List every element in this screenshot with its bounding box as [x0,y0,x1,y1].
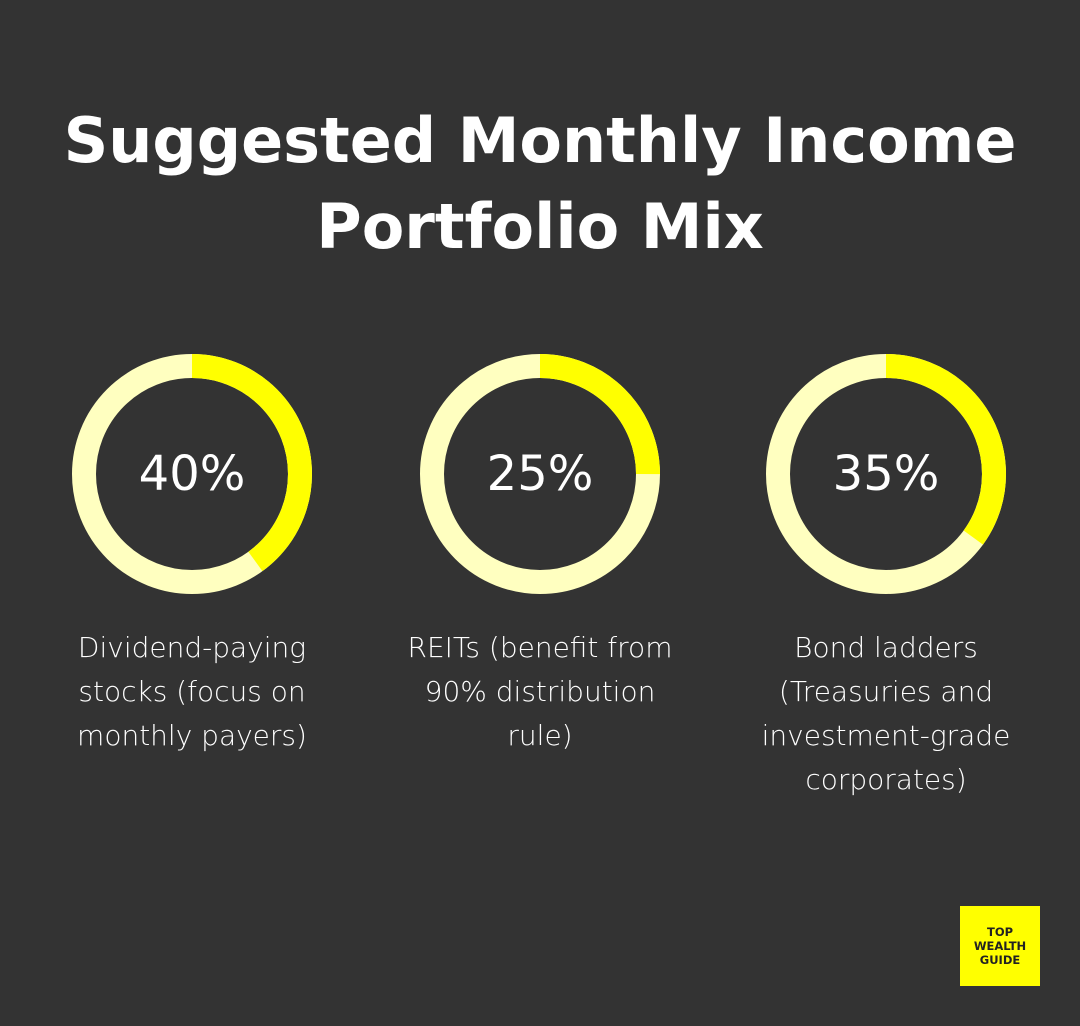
page-title: Suggested Monthly Income Portfolio Mix [0,98,1080,270]
logo-line-1: TOP [986,925,1014,939]
title-line-1: Suggested Monthly Income [63,104,1017,177]
donut-ring-reits [420,354,660,594]
logo-line-3: GUIDE [979,953,1021,967]
percent-value: 25% [486,446,594,502]
allocation-label: Bond ladders (Treasuries and investment-… [761,631,1011,796]
allocation-label: Dividend-paying stocks (focus on monthly… [77,631,307,752]
donut-ring-bonds [766,354,1006,594]
brand-logo: TOP WEALTH GUIDE [960,906,1040,986]
title-line-2: Portfolio Mix [316,190,764,263]
logo-line-2: WEALTH [973,939,1027,953]
allocation-label: REITs (benefit from 90% distribution rul… [407,631,673,752]
donut-ring-stocks [72,354,312,594]
percent-value: 40% [138,446,246,502]
percent-value: 35% [832,446,940,502]
